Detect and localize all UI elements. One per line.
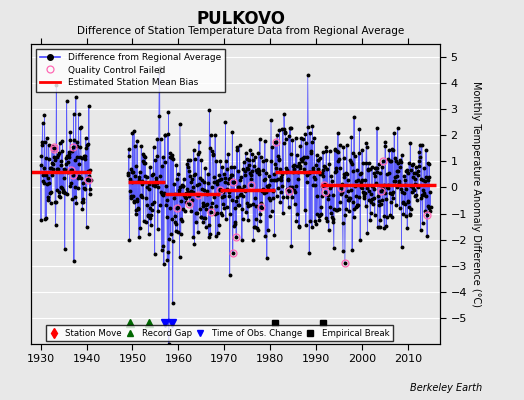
Text: Berkeley Earth: Berkeley Earth: [410, 383, 482, 393]
Legend: Station Move, Record Gap, Time of Obs. Change, Empirical Break: Station Move, Record Gap, Time of Obs. C…: [46, 325, 392, 341]
Text: PULKOVO: PULKOVO: [196, 10, 286, 28]
Y-axis label: Monthly Temperature Anomaly Difference (°C): Monthly Temperature Anomaly Difference (…: [471, 81, 481, 307]
Text: Difference of Station Temperature Data from Regional Average: Difference of Station Temperature Data f…: [78, 26, 405, 36]
